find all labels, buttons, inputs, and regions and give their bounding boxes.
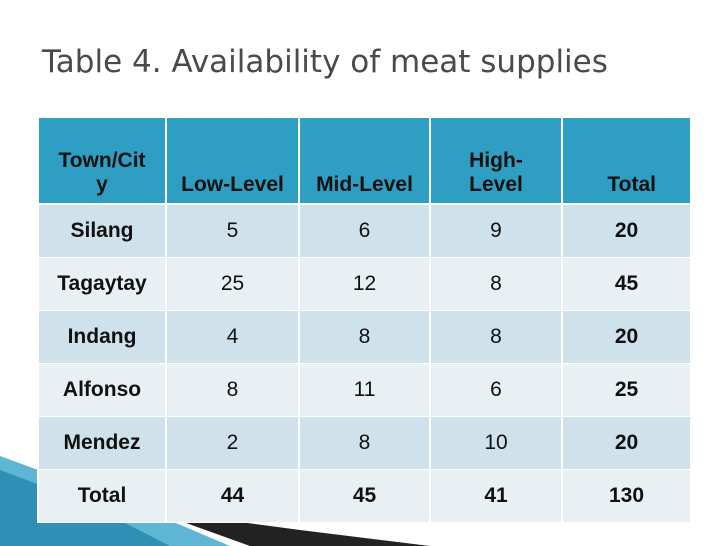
table-cell: 25 <box>165 257 300 311</box>
table-cell: 44 <box>165 469 300 523</box>
table-cell: 8 <box>298 310 431 364</box>
table-cell: 8 <box>429 310 563 364</box>
table-cell: 5 <box>165 204 300 258</box>
header-cell: Town/City <box>37 118 167 205</box>
header-text: Town/City <box>58 149 146 196</box>
table-row: Mendez 2 8 10 20 <box>37 416 692 470</box>
table-cell: 6 <box>298 204 431 258</box>
accent-swoosh <box>150 510 430 546</box>
table-cell: 45 <box>561 257 692 311</box>
header-text: Low-Level <box>181 173 284 196</box>
header-text: Total <box>607 173 656 196</box>
table-cell: Mendez <box>37 416 167 470</box>
table-row: Indang 4 8 8 20 <box>37 310 692 364</box>
table-cell: Tagaytay <box>37 257 167 311</box>
table-body: Silang 5 6 9 20 Tagaytay 25 12 8 45 Indang 4 8 8 20 Alf… <box>37 204 692 523</box>
table-cell: 8 <box>298 416 431 470</box>
header-cell: Total <box>561 118 692 205</box>
table-cell: Silang <box>37 204 167 258</box>
table-cell: 2 <box>165 416 300 470</box>
header-row: Town/City Low-Level Mid-Level High-Level Tot… <box>37 118 692 205</box>
table-cell: 8 <box>165 363 300 417</box>
table-row: Total 44 45 41 130 <box>37 469 692 523</box>
table-cell: 130 <box>561 469 692 523</box>
table-cell: 4 <box>165 310 300 364</box>
table-cell: 20 <box>561 310 692 364</box>
table-row: Tagaytay 25 12 8 45 <box>37 257 692 311</box>
table-cell: 25 <box>561 363 692 417</box>
table-cell: 6 <box>429 363 563 417</box>
table-cell: Indang <box>37 310 167 364</box>
table-cell: Total <box>37 469 167 523</box>
header-cell: Mid-Level <box>298 118 431 205</box>
table-cell: 10 <box>429 416 563 470</box>
table-cell: 11 <box>298 363 431 417</box>
meat-table: Town/City Low-Level Mid-Level High-Level Tot… <box>37 118 692 523</box>
table-cell: 9 <box>429 204 563 258</box>
table-cell: 12 <box>298 257 431 311</box>
table-cell: Alfonso <box>37 363 167 417</box>
table-cell: 20 <box>561 416 692 470</box>
table-cell: 20 <box>561 204 692 258</box>
table-cell: 8 <box>429 257 563 311</box>
header-cell: High-Level <box>429 118 563 205</box>
slide-title: Table 4. Availability of meat supplies <box>42 44 608 80</box>
table-row: Silang 5 6 9 20 <box>37 204 692 258</box>
table-cell: 41 <box>429 469 563 523</box>
header-cell: Low-Level <box>165 118 300 205</box>
header-text: High-Level <box>469 149 523 196</box>
table-cell: 45 <box>298 469 431 523</box>
table-row: Alfonso 8 11 6 25 <box>37 363 692 417</box>
header-text: Mid-Level <box>316 173 413 196</box>
